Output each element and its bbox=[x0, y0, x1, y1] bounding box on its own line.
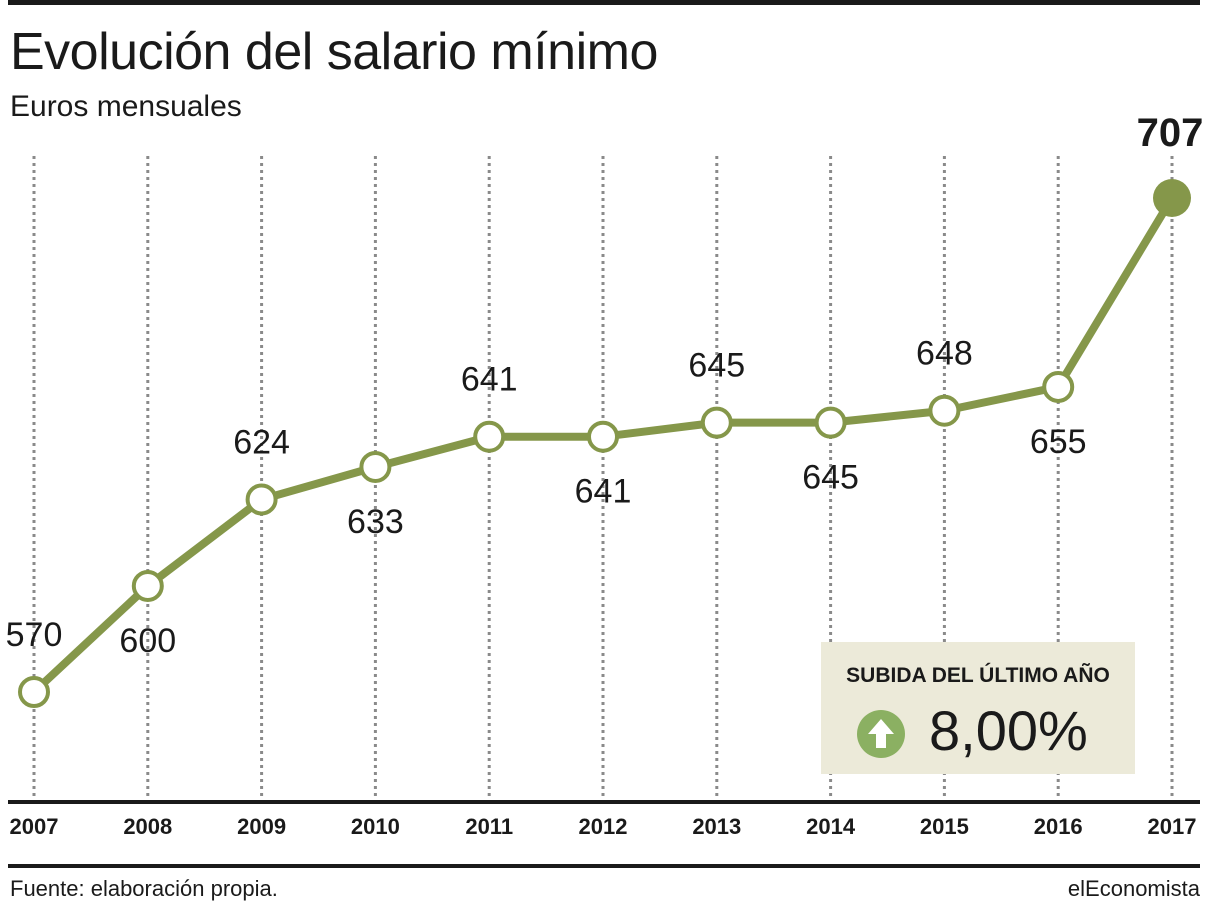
data-labels: 570 600 624 633 641 641 645 645 648 655 707 bbox=[6, 111, 1204, 660]
x-tick-2014: 2014 bbox=[806, 814, 856, 839]
data-label-2009: 624 bbox=[233, 423, 290, 461]
data-label-2008: 600 bbox=[119, 622, 176, 660]
data-label-2014: 645 bbox=[802, 459, 859, 497]
callout-value: 8,00% bbox=[929, 699, 1088, 762]
x-tick-2012: 2012 bbox=[579, 814, 628, 839]
x-tick-labels: 2007 2008 2009 2010 2011 2012 2013 2014 2015 2016… bbox=[10, 814, 1197, 839]
data-label-2011: 641 bbox=[461, 361, 518, 399]
x-tick-2016: 2016 bbox=[1034, 814, 1083, 839]
x-tick-2008: 2008 bbox=[123, 814, 172, 839]
callout-label: SUBIDA DEL ÚLTIMO AÑO bbox=[846, 664, 1110, 687]
data-point-2017 bbox=[1153, 179, 1191, 217]
brand-name: elEconomista bbox=[1067, 876, 1200, 901]
data-point-2009 bbox=[245, 483, 278, 516]
arrow-up-circle-icon bbox=[857, 710, 905, 758]
data-point-2013 bbox=[700, 406, 733, 439]
data-point-2007 bbox=[18, 676, 50, 708]
data-point-2011 bbox=[473, 420, 506, 453]
data-label-2016: 655 bbox=[1030, 423, 1087, 461]
x-tick-2009: 2009 bbox=[237, 814, 286, 839]
source-note: Fuente: elaboración propia. bbox=[10, 876, 278, 901]
data-label-2012: 641 bbox=[575, 473, 632, 511]
last-year-increase-box: SUBIDA DEL ÚLTIMO AÑO 8,00% bbox=[821, 642, 1135, 774]
data-point-2015 bbox=[928, 394, 961, 427]
x-tick-2017: 2017 bbox=[1148, 814, 1197, 839]
data-point-2014 bbox=[814, 406, 847, 439]
x-tick-2013: 2013 bbox=[692, 814, 741, 839]
chart-subtitle: Euros mensuales bbox=[10, 90, 242, 123]
x-tick-2011: 2011 bbox=[465, 814, 513, 839]
data-point-2012 bbox=[587, 420, 619, 453]
top-rule bbox=[8, 0, 1200, 5]
data-label-2007: 570 bbox=[6, 616, 63, 654]
data-label-2015: 648 bbox=[916, 335, 973, 373]
data-label-2013: 645 bbox=[688, 347, 745, 385]
chart-title: Evolución del salario mínimo bbox=[10, 23, 658, 81]
data-point-2016 bbox=[1042, 370, 1075, 403]
data-label-2010: 633 bbox=[347, 503, 404, 541]
data-label-2017: 707 bbox=[1137, 111, 1204, 155]
x-tick-2007: 2007 bbox=[10, 814, 59, 839]
data-point-2010 bbox=[359, 450, 392, 483]
x-tick-2015: 2015 bbox=[920, 814, 969, 839]
data-points bbox=[18, 179, 1191, 708]
data-point-2008 bbox=[131, 569, 164, 602]
x-tick-2010: 2010 bbox=[351, 814, 400, 839]
bottom-rule bbox=[8, 864, 1200, 868]
